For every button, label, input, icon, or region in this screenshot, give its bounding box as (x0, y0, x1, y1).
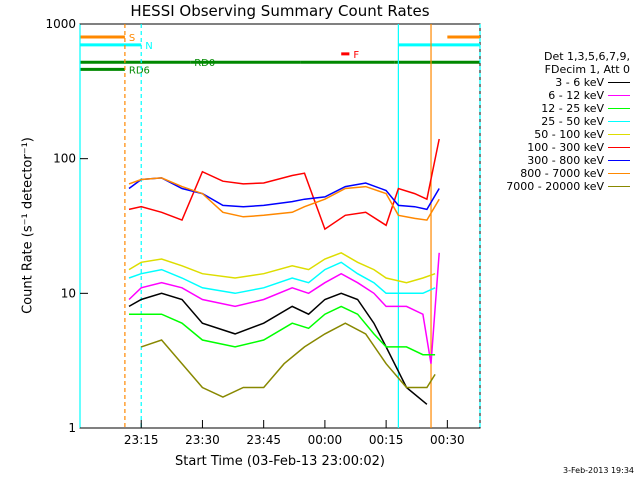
x-tick-label: 23:30 (185, 433, 220, 447)
legend-swatch (608, 173, 630, 174)
legend-swatch (608, 147, 630, 148)
flag-label-f: F (353, 50, 359, 61)
y-axis-label: Count Rate (s⁻¹ detector⁻¹) (20, 137, 36, 314)
legend-label: 6 - 12 keV (548, 89, 604, 102)
series-line (140, 322, 436, 398)
legend-swatch (608, 160, 630, 161)
x-tick-label: 00:30 (430, 433, 465, 447)
legend-entry: 50 - 100 keV (484, 128, 634, 141)
legend-entry: 100 - 300 keV (484, 141, 634, 154)
legend-swatch (608, 108, 630, 109)
flag-label-rd0: RD0 (194, 58, 215, 69)
legend-label: 300 - 800 keV (527, 154, 604, 167)
legend-label: 100 - 300 keV (527, 141, 604, 154)
legend-swatch (608, 82, 630, 83)
legend-entry: 3 - 6 keV (484, 76, 634, 89)
series-line (129, 305, 436, 356)
legend-header-line-1: Det 1,3,5,6,7,9, (543, 50, 630, 63)
legend-swatch (608, 121, 630, 122)
legend-entry: 800 - 7000 keV (484, 167, 634, 180)
legend-label: 25 - 50 keV (541, 115, 604, 128)
x-axis-ticks: 23:15 23:30 23:45 00:00 00:15 00:30 (124, 420, 465, 447)
x-tick-label: 23:45 (246, 433, 281, 447)
legend-entry: 25 - 50 keV (484, 115, 634, 128)
flag-lines: SN RD0 RD6 F (80, 33, 480, 76)
legend-swatch (608, 95, 630, 96)
y-tick-label: 1 (68, 421, 76, 435)
legend-swatch (608, 134, 630, 135)
legend-label: 12 - 25 keV (541, 102, 604, 115)
chart-title: HESSI Observing Summary Count Rates (130, 2, 430, 20)
x-tick-label: 00:00 (308, 433, 343, 447)
series-line (128, 177, 440, 211)
series-line (128, 252, 440, 364)
legend-label: 50 - 100 keV (534, 128, 604, 141)
flag-label-s: S (129, 33, 135, 44)
x-tick-label: 00:15 (369, 433, 404, 447)
series-line (128, 261, 436, 295)
legend-entry: 7000 - 20000 keV (484, 180, 634, 193)
legend-label: 7000 - 20000 keV (506, 180, 604, 193)
legend-header-line-2: FDecim 1, Att 0 (544, 63, 630, 76)
x-tick-label: 23:15 (124, 433, 159, 447)
series-line (128, 138, 440, 231)
legend-entry: 300 - 800 keV (484, 154, 634, 167)
data-series (128, 138, 440, 405)
legend-label: 800 - 7000 keV (520, 167, 604, 180)
y-tick-label: 10 (61, 286, 76, 300)
x-axis-label: Start Time (03-Feb-13 23:00:02) (175, 454, 385, 469)
series-line (128, 292, 428, 405)
legend: Det 1,3,5,6,7,9, FDecim 1, Att 0 3 - 6 k… (484, 50, 634, 193)
legend-swatch (608, 186, 630, 187)
y-tick-label: 1000 (45, 17, 76, 31)
legend-entry: 6 - 12 keV (484, 89, 634, 102)
y-tick-label: 100 (53, 152, 76, 166)
legend-label: 3 - 6 keV (555, 76, 604, 89)
timestamp: 3-Feb-2013 19:34 (563, 466, 634, 475)
flag-label-n: N (145, 41, 152, 52)
legend-entry: 12 - 25 keV (484, 102, 634, 115)
y-axis-ticks: 1 10 100 1000 (45, 17, 88, 435)
series-line (128, 177, 440, 221)
series-line (128, 251, 436, 284)
flag-label-rd6: RD6 (129, 65, 150, 76)
